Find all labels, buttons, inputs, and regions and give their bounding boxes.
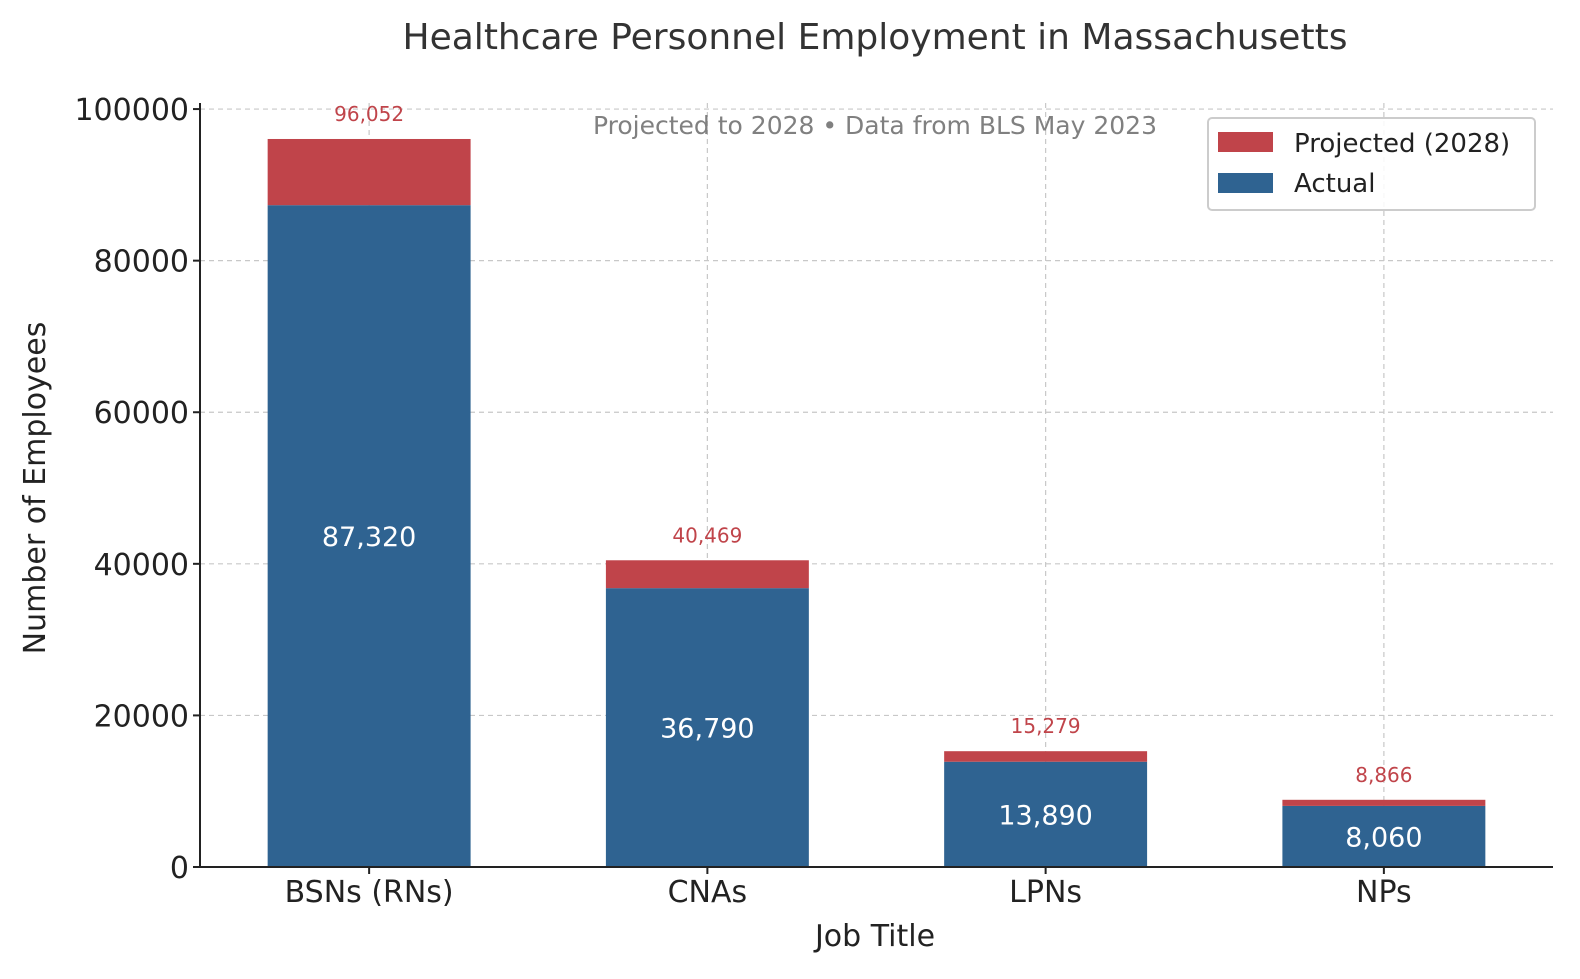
bar-value-label-total: 8,866 (1355, 763, 1412, 787)
bar-projected (267, 138, 471, 206)
x-tick-label: CNAs (668, 875, 748, 910)
x-tick-label: NPs (1356, 875, 1412, 910)
y-tick-label: 100000 (74, 93, 189, 128)
bar-value-label-actual: 36,790 (660, 714, 754, 745)
y-ticks: 0 20000 40000 60000 80000 100000 (74, 93, 200, 886)
bar-projected (944, 751, 1148, 762)
bar-projected (1282, 799, 1486, 806)
bar-value-label-total: 96,052 (334, 102, 404, 126)
chart-subtitle: Projected to 2028 • Data from BLS May 20… (593, 111, 1157, 140)
legend-swatch-actual (1218, 173, 1273, 193)
y-axis-label: Number of Employees (18, 322, 53, 655)
legend-swatch-projected (1218, 132, 1273, 152)
legend-label-actual: Actual (1294, 169, 1375, 199)
x-axis-label: Job Title (813, 919, 935, 954)
legend-label-projected: Projected (2028) (1294, 129, 1510, 159)
y-tick-label: 60000 (94, 396, 189, 431)
legend: Projected (2028) Actual (1207, 117, 1536, 211)
x-tick-label: LPNs (1009, 875, 1082, 910)
x-ticks: BSNs (RNs) CNAs LPNs NPs (285, 867, 1412, 910)
bar-projected (605, 560, 809, 589)
chart-title: Healthcare Personnel Employment in Massa… (403, 17, 1348, 58)
x-tick-label: BSNs (RNs) (285, 875, 454, 910)
y-tick-label: 20000 (94, 699, 189, 734)
legend-box (1207, 117, 1536, 211)
bars (267, 138, 1486, 867)
bar-value-label-actual: 13,890 (998, 800, 1092, 831)
bar-actual (1282, 805, 1486, 867)
bar-labels: 87,320 96,052 36,790 40,469 13,890 15,279 8,06… (322, 102, 1423, 853)
y-tick-label: 0 (170, 851, 189, 886)
bar-actual (267, 205, 471, 867)
bar-actual (605, 588, 809, 867)
bar-value-label-total: 15,279 (1011, 714, 1081, 738)
y-tick-label: 80000 (94, 245, 189, 280)
bar-value-label-actual: 8,060 (1345, 822, 1422, 853)
bar-value-label-actual: 87,320 (322, 522, 416, 553)
bar-actual (944, 761, 1148, 867)
y-tick-label: 40000 (94, 548, 189, 583)
bar-value-label-total: 40,469 (672, 523, 742, 547)
